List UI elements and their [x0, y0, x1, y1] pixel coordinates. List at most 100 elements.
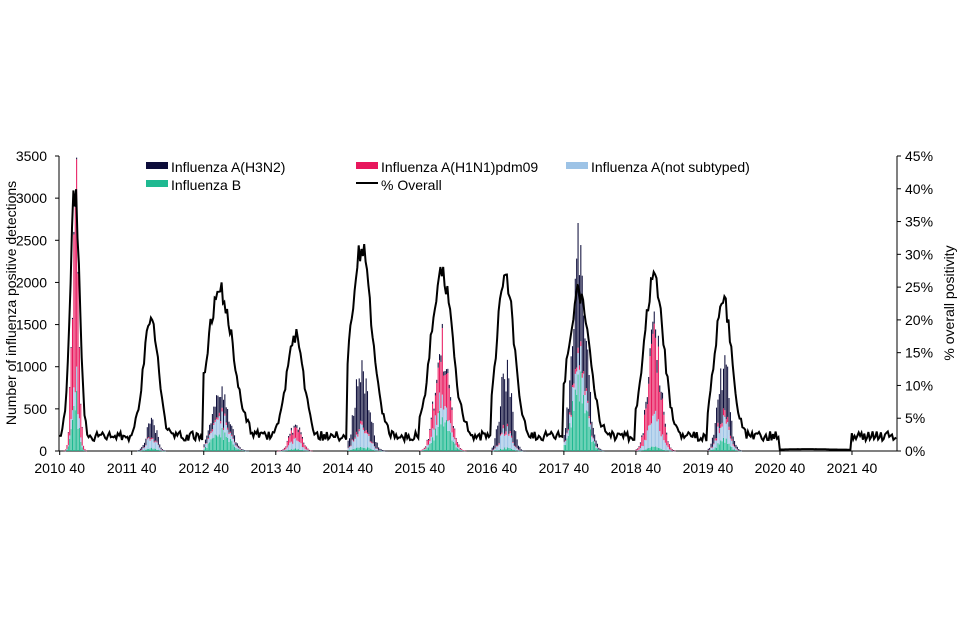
bar-segment — [450, 423, 452, 433]
bar-segment — [657, 419, 659, 448]
bar-segment — [491, 450, 493, 451]
x-tick-label: 2010 40 — [34, 460, 85, 476]
bar-segment — [668, 449, 670, 451]
bar-segment — [711, 449, 713, 451]
bar-segment — [304, 445, 306, 450]
bar-segment — [378, 449, 380, 451]
bar-segment — [70, 347, 72, 348]
bar-segment — [662, 449, 664, 451]
bar-segment — [234, 442, 236, 448]
bar-segment — [204, 446, 206, 451]
bar-segment — [213, 423, 215, 426]
bar-segment — [222, 399, 224, 428]
bar-segment — [303, 450, 305, 452]
bar-segment — [368, 435, 370, 448]
bar-segment — [204, 443, 206, 444]
bar-segment — [714, 438, 716, 441]
bar-segment — [354, 448, 356, 451]
bar-segment — [225, 436, 227, 451]
bar-segment — [462, 450, 464, 452]
bar-segment — [724, 416, 726, 443]
bar-segment — [439, 392, 441, 411]
bar-segment — [299, 429, 301, 443]
bar-segment — [666, 432, 668, 435]
bar-segment — [210, 423, 212, 432]
bar-segment — [635, 449, 637, 451]
bar-segment — [641, 437, 643, 446]
bar-segment — [83, 450, 85, 451]
bar-segment — [361, 421, 363, 425]
bar-segment — [145, 445, 147, 450]
bar-segment — [159, 447, 161, 451]
bar-segment — [584, 391, 586, 396]
bar-segment — [645, 401, 647, 409]
bar-segment — [563, 442, 565, 445]
bar-segment — [279, 450, 281, 451]
bar-segment — [242, 449, 244, 450]
y2-tick-label: 30% — [905, 246, 933, 262]
bar-segment — [592, 441, 594, 451]
y2-tick-label: 20% — [905, 312, 933, 328]
bar-segment — [437, 362, 439, 368]
bar-segment — [245, 450, 247, 451]
bar-segment — [218, 434, 220, 451]
bar-segment — [508, 433, 510, 436]
bar-segment — [635, 450, 637, 452]
bar-segment — [229, 438, 231, 451]
bar-segment — [206, 443, 208, 448]
bar-segment — [218, 397, 220, 413]
bar-segment — [664, 426, 666, 443]
y-tick-label: 1500 — [16, 317, 47, 333]
bar-segment — [494, 448, 496, 451]
bar-segment — [157, 445, 159, 451]
bar-segment — [523, 450, 525, 452]
bar-segment — [225, 422, 227, 425]
bar-segment — [207, 443, 209, 451]
bar-segment — [710, 449, 712, 451]
bar-segment — [432, 428, 434, 438]
bar-segment — [148, 438, 150, 449]
bar-segment — [222, 439, 224, 451]
bar-segment — [655, 337, 657, 411]
bar-segment — [595, 448, 597, 451]
bar-segment — [664, 450, 666, 451]
bar-segment — [231, 436, 233, 442]
bar-segment — [432, 401, 434, 404]
bar-segment — [520, 450, 522, 452]
bar-segment — [667, 450, 669, 452]
bar-segment — [574, 369, 576, 374]
bar-segment — [637, 448, 639, 451]
bar-segment — [231, 434, 233, 437]
bar-segment — [382, 450, 384, 452]
bar-segment — [509, 433, 511, 449]
bar-segment — [221, 386, 223, 408]
bar-segment — [228, 432, 230, 435]
bar-segment — [650, 329, 652, 344]
bar-segment — [156, 430, 158, 442]
bar-segment — [565, 445, 567, 451]
bar-segment — [736, 449, 738, 450]
bar-segment — [231, 441, 233, 451]
bar-segment — [220, 423, 222, 438]
bar-segment — [585, 410, 587, 451]
bar-segment — [422, 450, 424, 451]
bar-segment — [671, 449, 673, 450]
bar-segment — [571, 384, 574, 387]
bar-segment — [501, 376, 503, 433]
bar-segment — [711, 446, 713, 448]
bar-segment — [716, 447, 718, 451]
bar-segment — [502, 424, 504, 429]
bar-segment — [459, 448, 461, 449]
bar-segment — [735, 450, 737, 451]
legend-label-h3n2: Influenza A(H3N2) — [171, 159, 285, 175]
bar-segment — [445, 369, 447, 374]
bar-segment — [243, 449, 245, 451]
bar-segment — [499, 434, 502, 436]
y-tick-label: 2500 — [16, 232, 47, 248]
bar-segment — [601, 450, 603, 451]
bar-segment — [77, 271, 79, 274]
bar-segment — [362, 448, 364, 451]
bar-segment — [85, 450, 87, 452]
bar-segment — [216, 435, 218, 451]
